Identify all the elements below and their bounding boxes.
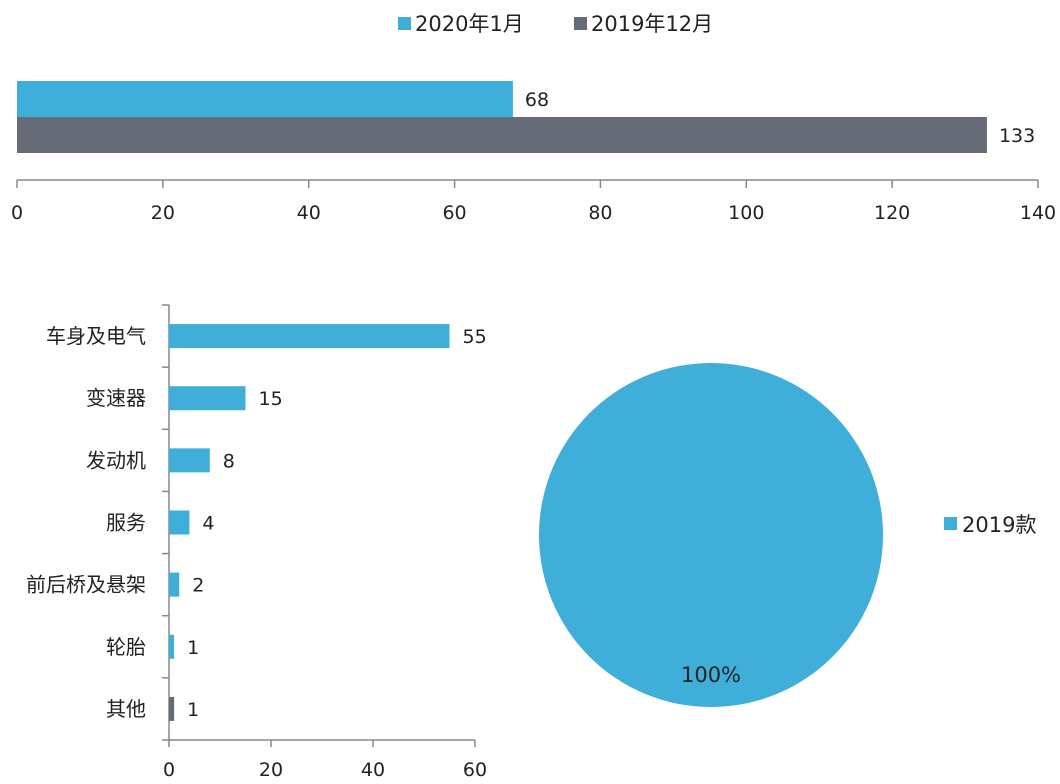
category-label: 其他 bbox=[106, 697, 146, 721]
bar bbox=[169, 696, 175, 721]
category-label: 轮胎 bbox=[106, 635, 146, 659]
x-tick-label: 0 bbox=[163, 759, 175, 780]
bar bbox=[17, 117, 987, 153]
bar bbox=[169, 448, 210, 473]
top-bar-chart: 2020年1月 2019年12月 68 133 0 20 40 60 80 100 120 140 bbox=[11, 12, 1056, 224]
x-tick-label: 60 bbox=[442, 202, 466, 224]
x-tick-label: 80 bbox=[588, 202, 612, 224]
data-label: 8 bbox=[223, 450, 235, 472]
x-tick-label: 20 bbox=[151, 202, 175, 224]
x-tick-label: 140 bbox=[1020, 202, 1056, 224]
category-label: 车身及电气 bbox=[46, 324, 146, 348]
x-tick-label: 0 bbox=[11, 202, 23, 224]
x-tick-label: 100 bbox=[728, 202, 764, 224]
bar bbox=[169, 386, 246, 411]
pie-slice bbox=[539, 363, 883, 707]
x-tick-label: 60 bbox=[463, 759, 487, 780]
data-label: 2 bbox=[192, 575, 204, 597]
category-label: 发动机 bbox=[86, 448, 146, 472]
bar bbox=[169, 324, 450, 349]
pie-data-label: 100% bbox=[681, 663, 741, 687]
legend-label: 2020年1月 bbox=[415, 12, 524, 36]
category-label: 服务 bbox=[106, 511, 146, 535]
bar bbox=[169, 572, 180, 597]
bar bbox=[169, 634, 175, 659]
legend-swatch bbox=[944, 517, 957, 530]
data-label: 1 bbox=[187, 699, 199, 721]
data-label: 1 bbox=[187, 637, 199, 659]
data-label: 68 bbox=[525, 89, 549, 111]
legend-swatch bbox=[574, 17, 587, 30]
bar bbox=[17, 81, 513, 117]
data-label: 15 bbox=[259, 388, 283, 410]
x-tick-label: 40 bbox=[361, 759, 385, 780]
category-label: 变速器 bbox=[86, 386, 146, 410]
bar bbox=[169, 510, 190, 535]
category-bar-chart: 车身及电气 55 变速器 15 发动机 8 服务 4 前后桥及悬架 2 轮胎 1 其他 1 0 20 40 60 bbox=[26, 304, 487, 781]
data-label: 55 bbox=[463, 326, 487, 348]
data-label: 4 bbox=[202, 513, 214, 535]
legend-label: 2019款 bbox=[962, 513, 1036, 537]
legend-swatch bbox=[398, 17, 411, 30]
x-tick-label: 20 bbox=[259, 759, 283, 780]
pie-chart: 100% 2019款 bbox=[539, 363, 1036, 707]
category-label: 前后桥及悬架 bbox=[26, 573, 146, 597]
x-tick-label: 120 bbox=[874, 202, 910, 224]
data-label: 133 bbox=[999, 125, 1035, 147]
legend-label: 2019年12月 bbox=[591, 12, 713, 36]
x-tick-label: 40 bbox=[297, 202, 321, 224]
